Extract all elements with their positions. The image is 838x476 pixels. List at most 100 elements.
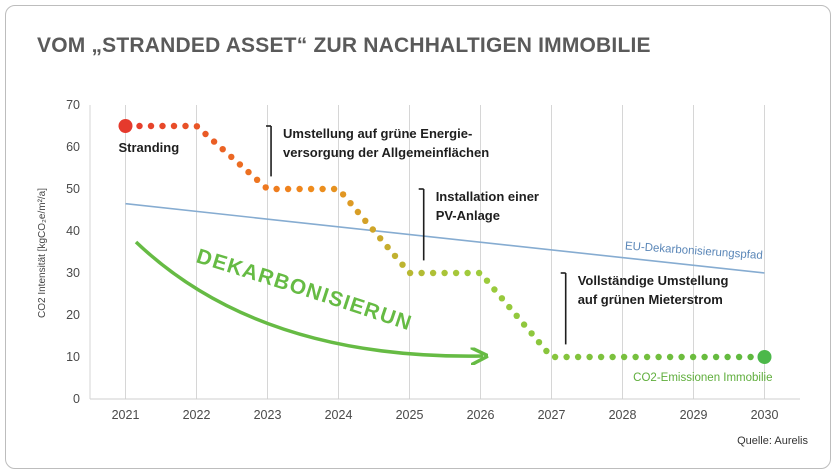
arrow-curve: [134, 240, 483, 356]
co2-dot: [735, 353, 743, 361]
co2-dot: [483, 277, 491, 284]
x-tick-label: 2026: [467, 408, 495, 422]
co2-dot: [253, 176, 261, 183]
co2-dot: [319, 185, 326, 193]
chart-title: VOM „STRANDED ASSET“ ZUR NACHHALTIGEN IM…: [37, 34, 651, 57]
co2-dot: [498, 295, 506, 302]
source-note: Quelle: Aurelis: [737, 435, 808, 447]
step-annotation-text: PV-Anlage: [436, 208, 500, 223]
co2-dot: [441, 269, 448, 277]
co2-dot: [245, 168, 252, 176]
co2-dot: [159, 122, 166, 130]
co2-dot: [689, 353, 697, 361]
step-annotation-text: Vollständige Umstellung: [578, 273, 729, 288]
y-tick-label: 0: [73, 392, 80, 406]
co2-dot: [418, 269, 425, 277]
y-tick-label: 50: [66, 182, 80, 196]
co2-dot: [643, 353, 651, 361]
step-annotation-text: auf grünen Mieterstrom: [578, 292, 723, 307]
y-tick-label: 40: [66, 224, 80, 238]
y-tick-label: 60: [66, 140, 80, 154]
step-annotation-text: Installation einer: [436, 189, 539, 204]
co2-dot: [354, 208, 362, 216]
co2-dot: [574, 353, 582, 361]
stranding-label: Stranding: [119, 140, 180, 155]
co2-dot: [219, 146, 226, 153]
co2-dot: [701, 353, 708, 361]
co2-dot: [296, 185, 303, 193]
x-tick-label: 2025: [396, 408, 424, 422]
y-axis-label: CO2 Intensität [kgCO₂e/m²/a]: [37, 188, 48, 318]
co2-dot: [609, 353, 616, 361]
x-tick-label: 2021: [112, 408, 140, 422]
co2-dot: [586, 353, 593, 361]
step-annotation-text: versorgung der Allgemeinflächen: [283, 145, 489, 160]
co2-dot: [136, 122, 143, 130]
co2-dot: [399, 261, 406, 268]
co2-dot: [429, 269, 437, 277]
co2-series-label: CO2-Emissionen Immobilie: [633, 372, 772, 384]
start-point-marker: [118, 119, 133, 133]
co2-dot: [170, 122, 178, 130]
co2-dot: [620, 353, 628, 361]
x-tick-label: 2028: [609, 408, 637, 422]
y-tick-label: 20: [66, 308, 80, 322]
co2-dot: [284, 185, 292, 193]
co2-dot: [747, 353, 754, 361]
grid: [89, 105, 800, 400]
co2-dot: [384, 243, 391, 251]
co2-dot: [330, 185, 338, 193]
co2-dot: [202, 130, 209, 138]
y-tick-label: 30: [66, 266, 80, 280]
decarbonization-arrow: DEKARBONISIERUNG: [0, 0, 483, 356]
co2-dot: [535, 339, 543, 346]
co2-dot: [506, 303, 513, 311]
co2-dot: [262, 184, 269, 191]
co2-dot: [475, 269, 483, 277]
co2-dot: [724, 353, 731, 361]
x-tick-label: 2030: [751, 408, 779, 422]
co2-dot: [491, 286, 498, 293]
co2-dot: [307, 185, 315, 193]
y-tick-label: 70: [66, 98, 80, 112]
axes: 2021 2022 2023 2024 2025 2026 2027 2028 2029 2030…: [66, 98, 778, 422]
step-annotation-text: Umstellung auf grüne Energie-: [283, 126, 472, 141]
co2-dot: [193, 123, 201, 130]
co2-dot: [236, 161, 244, 168]
co2-dot: [464, 269, 471, 277]
co2-dot: [147, 122, 155, 130]
co2-dot: [655, 353, 662, 361]
annotations: Stranding Umstellung auf grüne Energie-ve…: [119, 125, 773, 384]
co2-dot: [273, 185, 280, 193]
x-tick-label: 2024: [325, 408, 353, 422]
co2-dot: [543, 347, 550, 355]
co2-dot: [513, 312, 520, 319]
x-tick-label: 2023: [254, 408, 282, 422]
co2-dot: [347, 200, 354, 207]
co2-dot: [520, 321, 528, 328]
co2-dot: [452, 269, 460, 277]
arrow-label: DEKARBONISIERUNG: [0, 0, 415, 335]
co2-dot: [406, 269, 414, 277]
co2-dot: [551, 353, 559, 361]
co2-dot: [339, 191, 347, 198]
co2-dot: [563, 353, 570, 361]
co2-dot: [528, 330, 535, 337]
co2-dot: [182, 122, 189, 130]
co2-dot: [678, 353, 685, 361]
co2-dot: [632, 353, 639, 361]
co2-dot: [712, 353, 720, 361]
co2-dot: [597, 353, 605, 361]
x-tick-label: 2029: [680, 408, 708, 422]
x-tick-label: 2027: [538, 408, 566, 422]
co2-dot: [210, 138, 218, 145]
co2-dot: [377, 235, 384, 242]
co2-dot: [228, 153, 235, 161]
eu-path-line: [125, 202, 765, 274]
co2-series: [118, 119, 772, 364]
co2-dot: [362, 217, 369, 224]
co2-dot: [391, 252, 399, 260]
end-point-marker: [757, 350, 772, 364]
x-tick-label: 2022: [183, 408, 211, 422]
